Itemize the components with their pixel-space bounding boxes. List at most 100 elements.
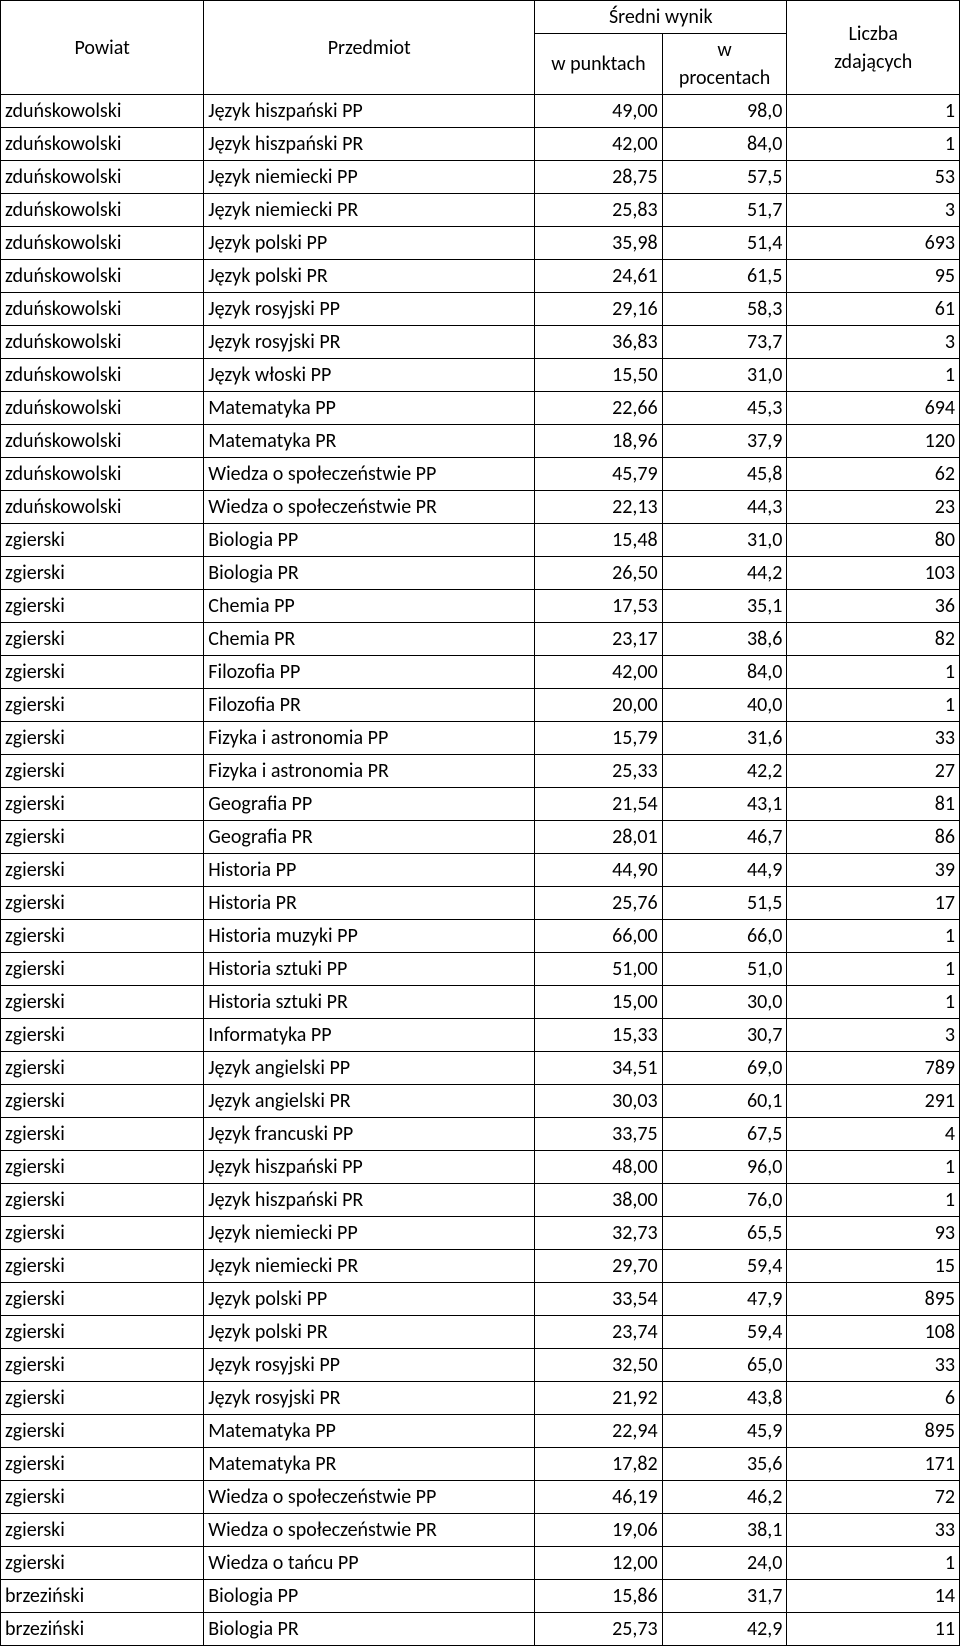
table-row: zgierskiFilozofia PP42,0084,01 — [1, 656, 960, 689]
cell-procent: 51,4 — [662, 227, 787, 260]
cell-procent: 69,0 — [662, 1052, 787, 1085]
cell-procent: 59,4 — [662, 1250, 787, 1283]
table-header: Powiat Przedmiot Średni wynik Liczba zda… — [1, 1, 960, 95]
cell-powiat: brzeziński — [1, 1580, 204, 1613]
cell-przedmiot: Filozofia PR — [204, 689, 535, 722]
cell-liczba: 14 — [787, 1580, 960, 1613]
cell-powiat: zgierski — [1, 1349, 204, 1382]
cell-przedmiot: Wiedza o społeczeństwie PR — [204, 1514, 535, 1547]
cell-procent: 24,0 — [662, 1547, 787, 1580]
cell-powiat: zgierski — [1, 1316, 204, 1349]
cell-liczba: 3 — [787, 194, 960, 227]
cell-procent: 42,9 — [662, 1613, 787, 1646]
table-row: zgierskiHistoria sztuki PR15,0030,01 — [1, 986, 960, 1019]
table-row: zduńskowolskiJęzyk hiszpański PP49,0098,… — [1, 95, 960, 128]
cell-punkty: 36,83 — [535, 326, 663, 359]
cell-punkty: 25,33 — [535, 755, 663, 788]
cell-przedmiot: Biologia PP — [204, 1580, 535, 1613]
cell-procent: 73,7 — [662, 326, 787, 359]
table-row: zgierskiMatematyka PR17,8235,6171 — [1, 1448, 960, 1481]
cell-powiat: zduńskowolski — [1, 293, 204, 326]
cell-powiat: zgierski — [1, 1514, 204, 1547]
cell-procent: 45,8 — [662, 458, 787, 491]
cell-liczba: 1 — [787, 1547, 960, 1580]
cell-liczba: 17 — [787, 887, 960, 920]
cell-liczba: 1 — [787, 128, 960, 161]
header-liczba-line2: zdających — [834, 50, 912, 74]
cell-powiat: zgierski — [1, 557, 204, 590]
cell-liczba: 81 — [787, 788, 960, 821]
table-row: zduńskowolskiJęzyk hiszpański PR42,0084,… — [1, 128, 960, 161]
cell-punkty: 23,17 — [535, 623, 663, 656]
cell-przedmiot: Matematyka PP — [204, 392, 535, 425]
table-row: zgierskiJęzyk polski PP33,5447,9895 — [1, 1283, 960, 1316]
cell-powiat: zduńskowolski — [1, 458, 204, 491]
cell-powiat: zgierski — [1, 1085, 204, 1118]
cell-powiat: zgierski — [1, 1118, 204, 1151]
cell-procent: 96,0 — [662, 1151, 787, 1184]
cell-liczba: 3 — [787, 1019, 960, 1052]
cell-przedmiot: Historia sztuki PP — [204, 953, 535, 986]
cell-liczba: 15 — [787, 1250, 960, 1283]
header-sredni-wynik: Średni wynik — [535, 1, 787, 34]
cell-punkty: 66,00 — [535, 920, 663, 953]
cell-punkty: 25,73 — [535, 1613, 663, 1646]
cell-przedmiot: Biologia PR — [204, 1613, 535, 1646]
cell-punkty: 33,75 — [535, 1118, 663, 1151]
cell-punkty: 51,00 — [535, 953, 663, 986]
cell-liczba: 11 — [787, 1613, 960, 1646]
cell-punkty: 22,94 — [535, 1415, 663, 1448]
cell-liczba: 895 — [787, 1283, 960, 1316]
cell-procent: 61,5 — [662, 260, 787, 293]
cell-przedmiot: Chemia PR — [204, 623, 535, 656]
cell-powiat: zgierski — [1, 1250, 204, 1283]
cell-liczba: 82 — [787, 623, 960, 656]
cell-procent: 58,3 — [662, 293, 787, 326]
table-row: zduńskowolskiMatematyka PR18,9637,9120 — [1, 425, 960, 458]
cell-liczba: 1 — [787, 656, 960, 689]
cell-powiat: zduńskowolski — [1, 260, 204, 293]
cell-procent: 35,6 — [662, 1448, 787, 1481]
cell-przedmiot: Historia PP — [204, 854, 535, 887]
cell-powiat: zgierski — [1, 1019, 204, 1052]
cell-przedmiot: Język polski PP — [204, 227, 535, 260]
table-row: zgierskiJęzyk polski PR23,7459,4108 — [1, 1316, 960, 1349]
cell-punkty: 29,16 — [535, 293, 663, 326]
cell-procent: 65,0 — [662, 1349, 787, 1382]
table-row: zgierskiJęzyk angielski PR30,0360,1291 — [1, 1085, 960, 1118]
cell-powiat: zduńskowolski — [1, 161, 204, 194]
table-row: zduńskowolskiJęzyk niemiecki PR25,8351,7… — [1, 194, 960, 227]
cell-liczba: 33 — [787, 1349, 960, 1382]
cell-procent: 46,7 — [662, 821, 787, 854]
cell-procent: 51,5 — [662, 887, 787, 920]
cell-punkty: 22,66 — [535, 392, 663, 425]
cell-punkty: 42,00 — [535, 656, 663, 689]
header-liczba-zdajacych: Liczba zdających — [787, 1, 960, 95]
table-row: zgierskiJęzyk hiszpański PR38,0076,01 — [1, 1184, 960, 1217]
cell-przedmiot: Historia sztuki PR — [204, 986, 535, 1019]
cell-punkty: 15,79 — [535, 722, 663, 755]
cell-przedmiot: Język rosyjski PP — [204, 293, 535, 326]
table-row: brzezińskiBiologia PR25,7342,911 — [1, 1613, 960, 1646]
cell-przedmiot: Język niemiecki PR — [204, 194, 535, 227]
cell-punkty: 48,00 — [535, 1151, 663, 1184]
cell-przedmiot: Matematyka PR — [204, 425, 535, 458]
table-row: zduńskowolskiJęzyk włoski PP15,5031,01 — [1, 359, 960, 392]
cell-powiat: zgierski — [1, 755, 204, 788]
table-row: zgierskiJęzyk angielski PP34,5169,0789 — [1, 1052, 960, 1085]
cell-przedmiot: Historia muzyki PP — [204, 920, 535, 953]
header-w-procentach-line1: w — [717, 38, 731, 62]
cell-liczba: 1 — [787, 359, 960, 392]
results-table: Powiat Przedmiot Średni wynik Liczba zda… — [0, 0, 960, 1646]
cell-liczba: 291 — [787, 1085, 960, 1118]
cell-liczba: 93 — [787, 1217, 960, 1250]
cell-liczba: 1 — [787, 689, 960, 722]
cell-powiat: zgierski — [1, 524, 204, 557]
table-row: zduńskowolskiJęzyk polski PP35,9851,4693 — [1, 227, 960, 260]
cell-liczba: 120 — [787, 425, 960, 458]
cell-liczba: 1 — [787, 1151, 960, 1184]
table-row: zgierskiInformatyka PP15,3330,73 — [1, 1019, 960, 1052]
table-row: brzezińskiBiologia PP15,8631,714 — [1, 1580, 960, 1613]
cell-liczba: 789 — [787, 1052, 960, 1085]
cell-liczba: 1 — [787, 920, 960, 953]
